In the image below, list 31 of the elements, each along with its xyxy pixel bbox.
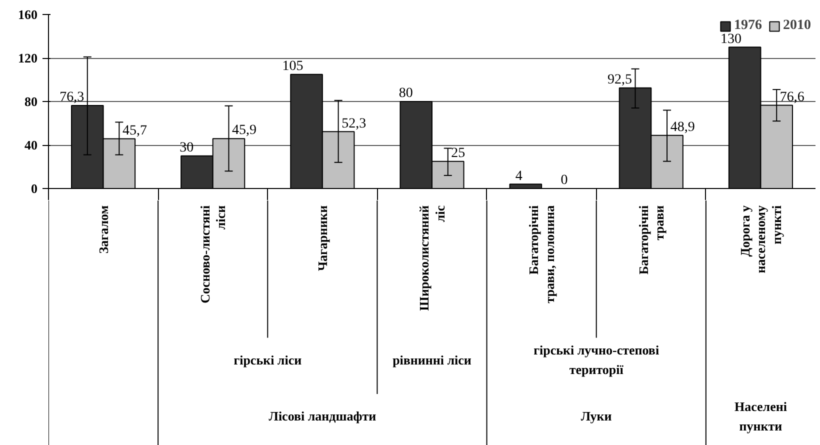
x-tick-label: Дорога у населеному пункті xyxy=(737,204,784,274)
y-tick-label: 40 xyxy=(24,138,38,152)
text: Населені пункти xyxy=(734,398,788,434)
data-label: 45,7 xyxy=(122,123,147,138)
data-label: 130 xyxy=(720,32,742,47)
x-tick-label: Сосново-листяні ліси xyxy=(197,204,228,304)
x-tick-label: Загалом xyxy=(96,205,111,254)
text: Луки xyxy=(580,408,612,424)
text: гірські ліси xyxy=(234,352,302,368)
data-label: 52,3 xyxy=(342,116,366,132)
data-label: 80 xyxy=(398,86,413,102)
y-tick-label: 80 xyxy=(24,94,38,109)
x-tick-label: Багаторічні трави xyxy=(636,204,667,275)
data-label: 0 xyxy=(560,173,568,188)
y-tick-label: 160 xyxy=(18,7,38,22)
y-tick-label: 120 xyxy=(18,50,38,66)
text: гірські лучно-степові території xyxy=(534,342,660,377)
data-label: 48,9 xyxy=(670,120,695,135)
text: рівнинні ліси xyxy=(392,352,472,368)
data-label: 92,5 xyxy=(607,72,632,88)
x-tick-label: Широколистяний ліс xyxy=(416,204,448,311)
data-label: 25 xyxy=(451,146,466,161)
data-label: 4 xyxy=(515,168,522,184)
text: Лісові ландшафти xyxy=(268,408,377,424)
x-tick-label: Багаторічні трави, полонина xyxy=(526,204,557,304)
legend-label: 1976 xyxy=(734,18,762,34)
data-label: 45,9 xyxy=(232,123,257,138)
y-tick-label: 0 xyxy=(31,181,38,196)
legend-label: 2010 xyxy=(783,18,811,34)
data-label: 105 xyxy=(282,58,304,74)
x-tick-label: Чагарники xyxy=(314,204,330,272)
